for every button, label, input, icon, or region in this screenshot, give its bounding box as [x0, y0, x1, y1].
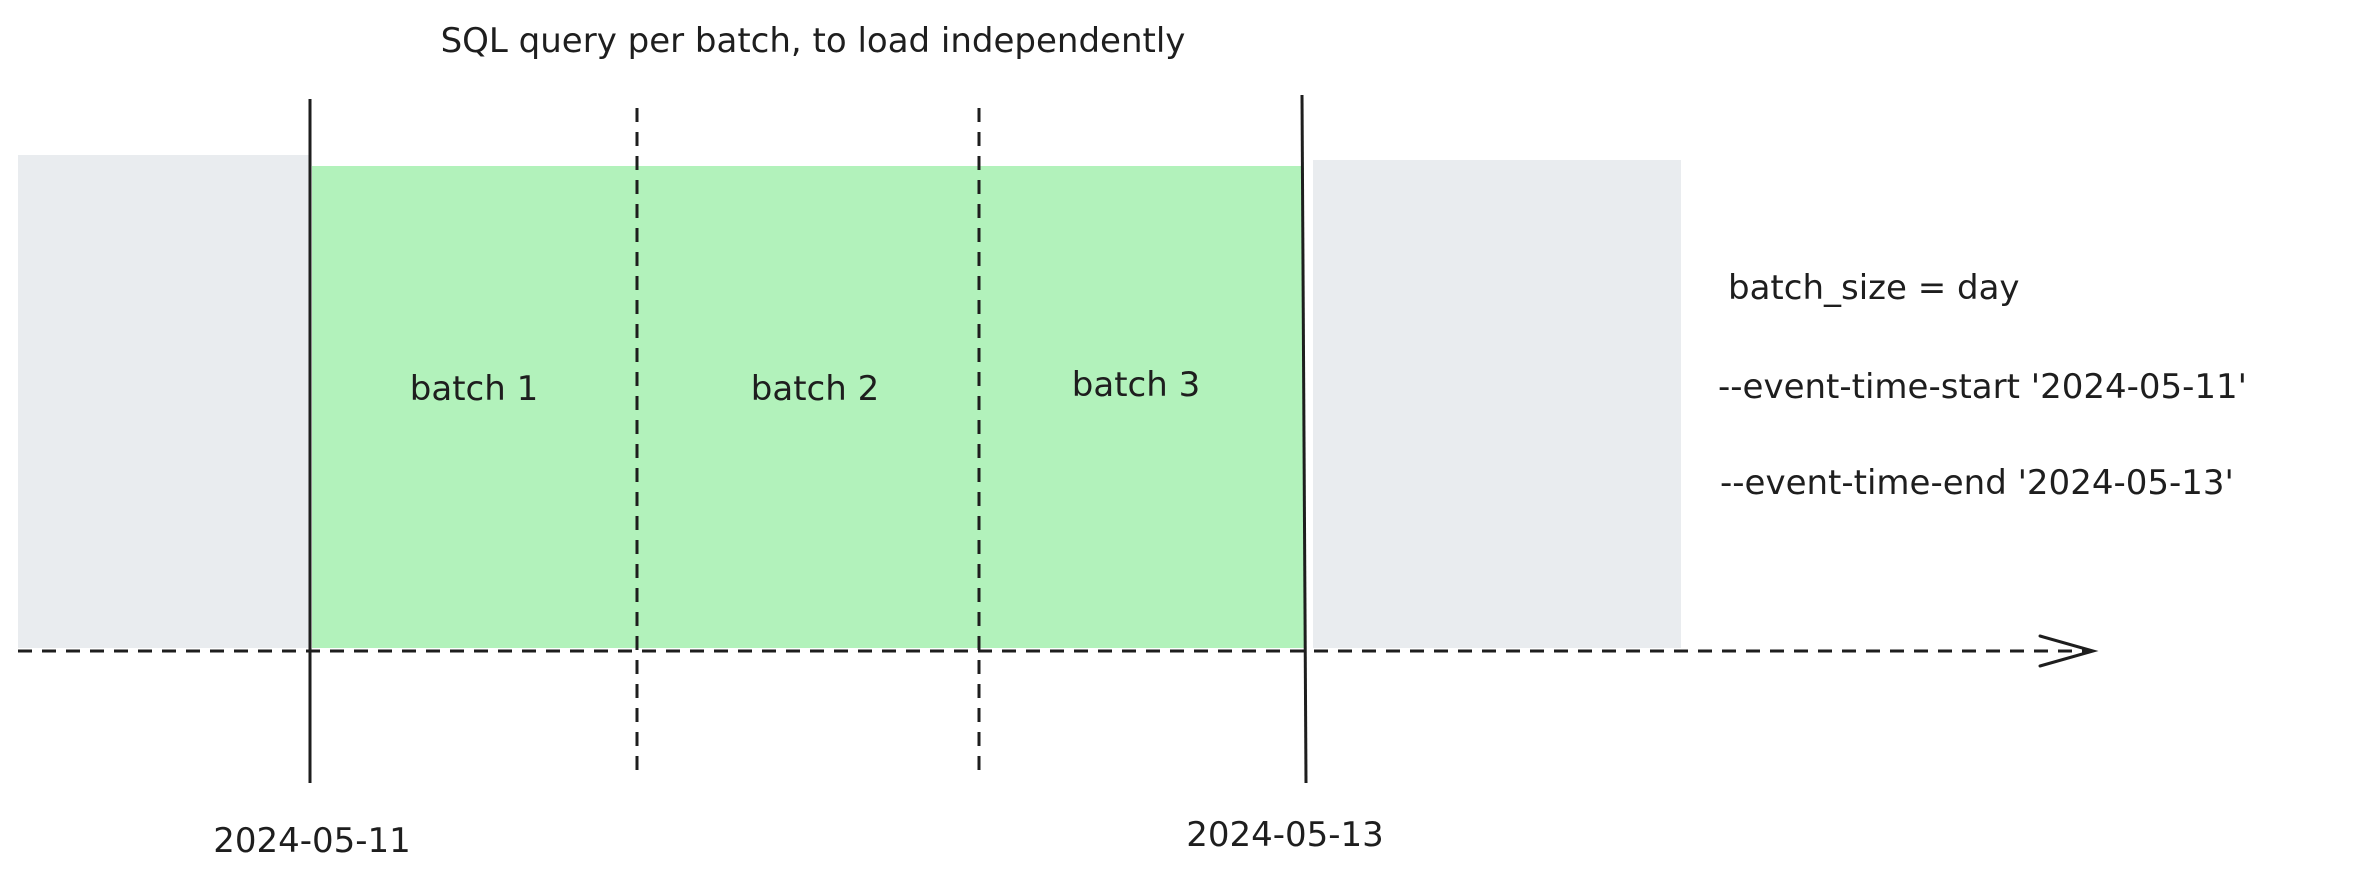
batch-label-1: batch 1	[409, 369, 539, 409]
event-time-end-text: --event-time-end '2024-05-13'	[1720, 463, 2234, 503]
diagram-title: SQL query per batch, to load independent…	[440, 21, 1186, 61]
end-date-label: 2024-05-13	[1186, 815, 1384, 855]
batch-size-text: batch_size = day	[1728, 268, 2020, 308]
event-time-start-text: --event-time-start '2024-05-11'	[1718, 367, 2248, 407]
end-boundary-line	[1300, 94, 1308, 784]
selected-range	[312, 166, 1304, 648]
start-date-label: 2024-05-11	[213, 821, 411, 861]
batch-label-3: batch 3	[1071, 365, 1201, 405]
batch-label-2: batch 2	[750, 369, 880, 409]
outside-range-right	[1313, 160, 1681, 648]
outside-range-left	[18, 155, 311, 648]
time-axis-arrowhead	[2038, 634, 2099, 668]
